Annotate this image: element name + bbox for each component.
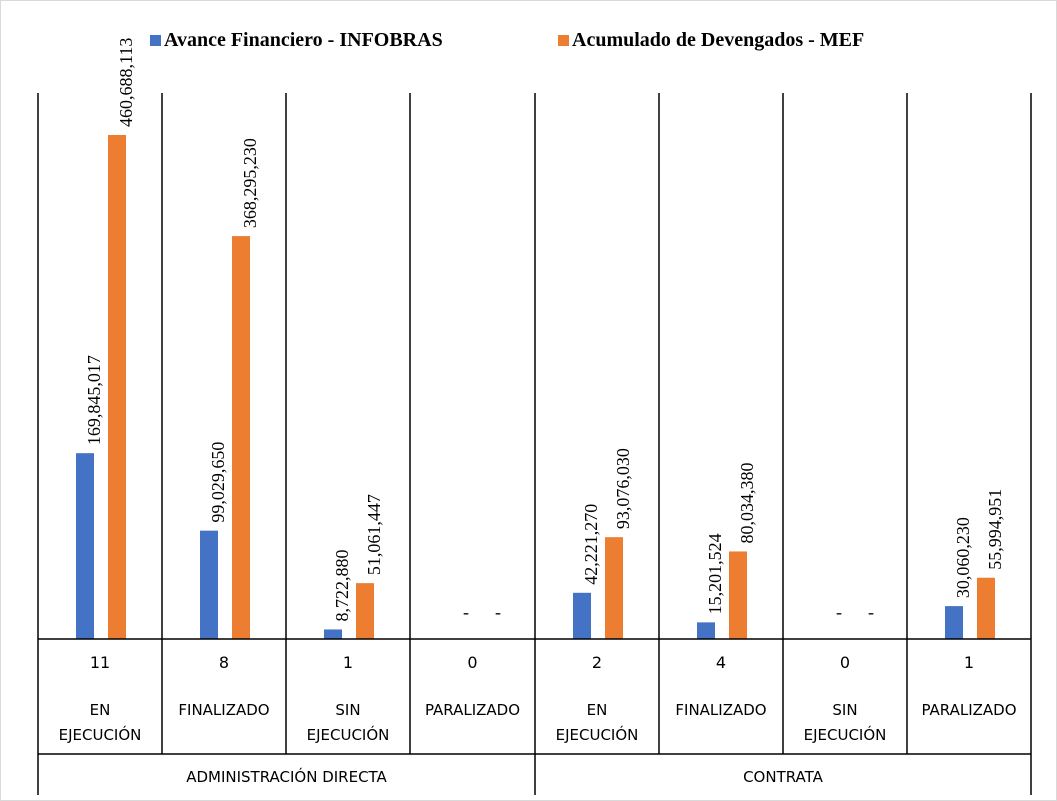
category-count: 8 [219,653,229,672]
data-label: 368,295,230 [240,138,260,228]
data-label: 42,221,270 [581,504,601,585]
data-label: 93,076,030 [613,448,633,529]
group-label: ADMINISTRACIÓN DIRECTA [186,767,387,786]
data-label: 460,688,113 [116,38,136,127]
category-count: 0 [467,653,477,672]
legend-label: Avance Financiero - INFOBRAS [164,29,443,51]
legend-swatch [558,35,569,46]
category-count: 1 [964,653,974,672]
bar [108,135,126,639]
legend-label: Acumulado de Devengados - MEF [572,29,864,51]
category-count: 1 [343,653,353,672]
category-status-label: FINALIZADO [178,701,269,719]
data-label: 80,034,380 [737,462,757,543]
bar [605,537,623,639]
legend-swatch [150,35,161,46]
bar [977,578,995,639]
data-label: - [868,602,874,622]
bar [356,583,374,639]
data-label: 15,201,524 [705,533,725,614]
bar [76,453,94,639]
category-count: 11 [90,653,110,672]
category-status-label: FINALIZADO [675,701,766,719]
bar [945,606,963,639]
data-label: 51,061,447 [364,494,384,575]
data-label: - [463,602,469,622]
data-label: 8,722,880 [332,549,352,621]
data-label: 55,994,951 [985,489,1005,570]
category-count: 4 [716,653,726,672]
group-label: CONTRATA [743,768,824,786]
data-label: 169,845,017 [84,355,104,445]
data-label: 99,029,650 [208,442,228,523]
bar [573,593,591,639]
bar [697,622,715,639]
category-status-label: PARALIZADO [921,701,1016,719]
category-status-label: EN [587,701,608,719]
category-status-label: EJECUCIÓN [307,725,390,744]
category-status-label: EJECUCIÓN [556,725,639,744]
bar [324,629,342,639]
data-label: 30,060,230 [953,517,973,598]
category-count: 2 [592,653,602,672]
bar [200,531,218,639]
category-status-label: EN [90,701,111,719]
data-label: - [836,602,842,622]
bar [729,551,747,639]
data-label: - [495,602,501,622]
category-count: 0 [840,653,850,672]
category-status-label: SIN [832,701,857,719]
category-status-label: EJECUCIÓN [804,725,887,744]
category-status-label: EJECUCIÓN [59,725,142,744]
bar [232,236,250,639]
category-status-label: SIN [335,701,360,719]
category-status-label: PARALIZADO [425,701,520,719]
